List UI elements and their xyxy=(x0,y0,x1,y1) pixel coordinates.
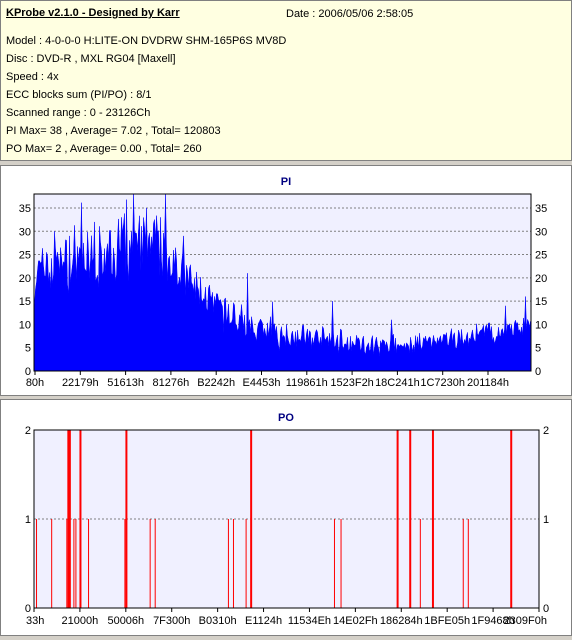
range-line: Scanned range : 0 - 23126Ch xyxy=(6,107,151,119)
po-ytick-right: 0 xyxy=(543,603,549,615)
po-xtick-label: 33h xyxy=(26,615,44,627)
po-xtick-label: 14E02Fh xyxy=(333,615,378,627)
pi-ytick-left: 5 xyxy=(25,343,31,355)
po-summary-line: PO Max= 2 , Average= 0.00 , Total= 260 xyxy=(6,143,202,155)
po-chart-panel: PO 0 0 1 1 2 2 33h 21000h 50006h 7F300h B0310h E112… xyxy=(0,399,572,636)
pi-ytick-left: 35 xyxy=(19,203,31,215)
pi-plot-border xyxy=(33,193,532,372)
po-xtick-label: B0310h xyxy=(199,615,237,627)
po-chart-title: PO xyxy=(278,412,294,424)
pi-series-area xyxy=(33,193,532,372)
po-xtick-label: E1124h xyxy=(245,615,282,627)
po-xtick-label: 50006h xyxy=(107,615,144,627)
pi-ytick-right: 25 xyxy=(535,250,547,262)
po-plot-border xyxy=(33,429,540,609)
pi-xtick-label: 201184h xyxy=(467,377,509,389)
pi-xtick-label: E4453h xyxy=(243,377,281,389)
pi-xtick-label: 18C241h xyxy=(375,377,420,389)
po-chart: PO 0 0 1 1 2 2 33h 21000h 50006h 7F300h B0310h E112… xyxy=(25,412,549,627)
po-ytick-right: 2 xyxy=(543,425,549,437)
po-xtick-label: 11534Eh xyxy=(288,615,331,627)
pi-ytick-right: 10 xyxy=(535,319,547,331)
info-panel: KProbe v2.1.0 - Designed by Karr Date : … xyxy=(0,0,572,161)
model-line: Model : 4-0-0-0 H:LITE-ON DVDRW SHM-165P… xyxy=(6,35,287,47)
pi-ytick-left: 10 xyxy=(19,319,31,331)
pi-ytick-right: 30 xyxy=(535,226,547,238)
scan-date: Date : 2006/05/06 2:58:05 xyxy=(286,8,414,20)
pi-ytick-left: 0 xyxy=(25,366,31,378)
po-xtick-label: 7F300h xyxy=(153,615,190,627)
po-ytick-right: 1 xyxy=(543,514,549,526)
pi-xtick-label: 1C7230h xyxy=(420,377,465,389)
pi-chart: PI 0 0 5 5 10 10 15 15 20 20 25 25 30 30 35 35 80h 22179h… xyxy=(19,176,548,389)
pi-xtick-label: 22179h xyxy=(62,377,99,389)
pi-ytick-left: 25 xyxy=(19,250,31,262)
pi-ytick-right: 0 xyxy=(535,366,541,378)
po-xtick-label: 21000h xyxy=(62,615,99,627)
pi-ytick-left: 30 xyxy=(19,226,31,238)
po-ytick-left: 0 xyxy=(25,603,31,615)
pi-xtick-label: B2242h xyxy=(197,377,235,389)
pi-summary-line: PI Max= 38 , Average= 7.02 , Total= 1208… xyxy=(6,125,221,137)
pi-ytick-right: 5 xyxy=(535,343,541,355)
app-title: KProbe v2.1.0 - Designed by Karr xyxy=(6,7,180,19)
pi-xtick-label: 80h xyxy=(26,377,44,389)
po-xtick-label: 2309F0h xyxy=(504,615,547,627)
pi-xtick-label: 81276h xyxy=(153,377,190,389)
pi-xtick-label: 119861h xyxy=(286,377,328,389)
pi-ytick-right: 20 xyxy=(535,273,547,285)
ecc-line: ECC blocks sum (PI/PO) : 8/1 xyxy=(6,89,152,101)
po-ytick-left: 2 xyxy=(25,425,31,437)
pi-ytick-left: 15 xyxy=(19,296,31,308)
pi-chart-panel: PI 0 0 5 5 10 10 15 15 20 20 25 25 30 30 35 35 80h 22179h… xyxy=(0,165,572,396)
po-xtick-label: 186284h xyxy=(380,615,423,627)
pi-xtick-label: 1523F2h xyxy=(330,377,373,389)
pi-xtick-label: 51613h xyxy=(107,377,144,389)
pi-ytick-right: 35 xyxy=(535,203,547,215)
po-xtick-label: 1F9468h xyxy=(471,615,514,627)
pi-ytick-right: 15 xyxy=(535,296,547,308)
po-ytick-left: 1 xyxy=(25,514,31,526)
pi-chart-title: PI xyxy=(281,176,291,188)
po-xtick-label: 1BFE05h xyxy=(424,615,470,627)
disc-line: Disc : DVD-R , MXL RG04 [Maxell] xyxy=(6,53,176,65)
speed-line: Speed : 4x xyxy=(6,71,59,83)
pi-ytick-left: 20 xyxy=(19,273,31,285)
